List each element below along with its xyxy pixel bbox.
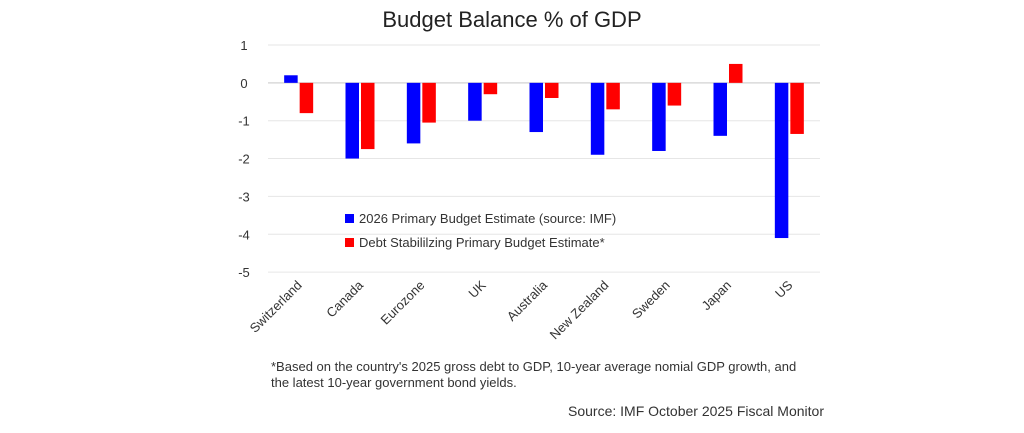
x-tick-label: Sweden bbox=[629, 278, 673, 322]
bar-debt-stabilizing-sweden bbox=[667, 82, 682, 106]
y-tick-label: -4 bbox=[238, 227, 250, 242]
y-tick-label: -5 bbox=[238, 265, 250, 280]
bar-imf-estimate-canada bbox=[345, 82, 359, 159]
bar-imf-estimate-sweden bbox=[652, 82, 666, 151]
bar-imf-estimate-us bbox=[774, 82, 789, 239]
x-tick-label: UK bbox=[465, 277, 489, 301]
y-tick-label: 0 bbox=[240, 76, 247, 91]
bar-debt-stabilizing-australia bbox=[545, 82, 559, 98]
x-tick-label: US bbox=[772, 277, 796, 301]
legend-label: 2026 Primary Budget Estimate (source: IM… bbox=[359, 211, 616, 226]
legend-swatch bbox=[345, 238, 354, 247]
y-tick-label: -3 bbox=[238, 189, 250, 204]
x-tick-label: New Zealand bbox=[547, 278, 612, 343]
bar-imf-estimate-new-zealand bbox=[590, 82, 605, 155]
x-tick-label: Switzerland bbox=[247, 278, 305, 336]
bar-debt-stabilizing-canada bbox=[361, 82, 375, 150]
y-tick-label: -1 bbox=[238, 114, 250, 129]
y-tick-label: -2 bbox=[238, 152, 250, 167]
y-tick-label: 1 bbox=[240, 38, 247, 53]
footnote: *Based on the country's 2025 gross debt … bbox=[271, 359, 797, 390]
bar-debt-stabilizing-us bbox=[790, 82, 804, 134]
bar-debt-stabilizing-japan bbox=[729, 63, 743, 83]
source-note: Source: IMF October 2025 Fiscal Monitor bbox=[568, 403, 824, 419]
bar-imf-estimate-eurozone bbox=[406, 82, 421, 144]
x-tick-label: Japan bbox=[698, 278, 734, 314]
bar-debt-stabilizing-uk bbox=[483, 82, 498, 95]
bar-debt-stabilizing-switzerland bbox=[299, 82, 314, 114]
legend-label: Debt Stabililzing Primary Budget Estimat… bbox=[359, 235, 605, 250]
bar-imf-estimate-japan bbox=[713, 82, 727, 136]
bar-debt-stabilizing-new-zealand bbox=[606, 82, 620, 110]
x-tick-label: Canada bbox=[323, 277, 366, 320]
x-tick-label: Australia bbox=[504, 277, 551, 324]
bar-imf-estimate-uk bbox=[468, 82, 482, 121]
chart-title: Budget Balance % of GDP bbox=[382, 7, 641, 32]
x-tick-label: Eurozone bbox=[377, 278, 427, 328]
bar-imf-estimate-switzerland bbox=[284, 75, 298, 83]
bar-imf-estimate-australia bbox=[529, 82, 543, 133]
legend-swatch bbox=[345, 214, 354, 223]
bar-debt-stabilizing-eurozone bbox=[422, 82, 436, 123]
